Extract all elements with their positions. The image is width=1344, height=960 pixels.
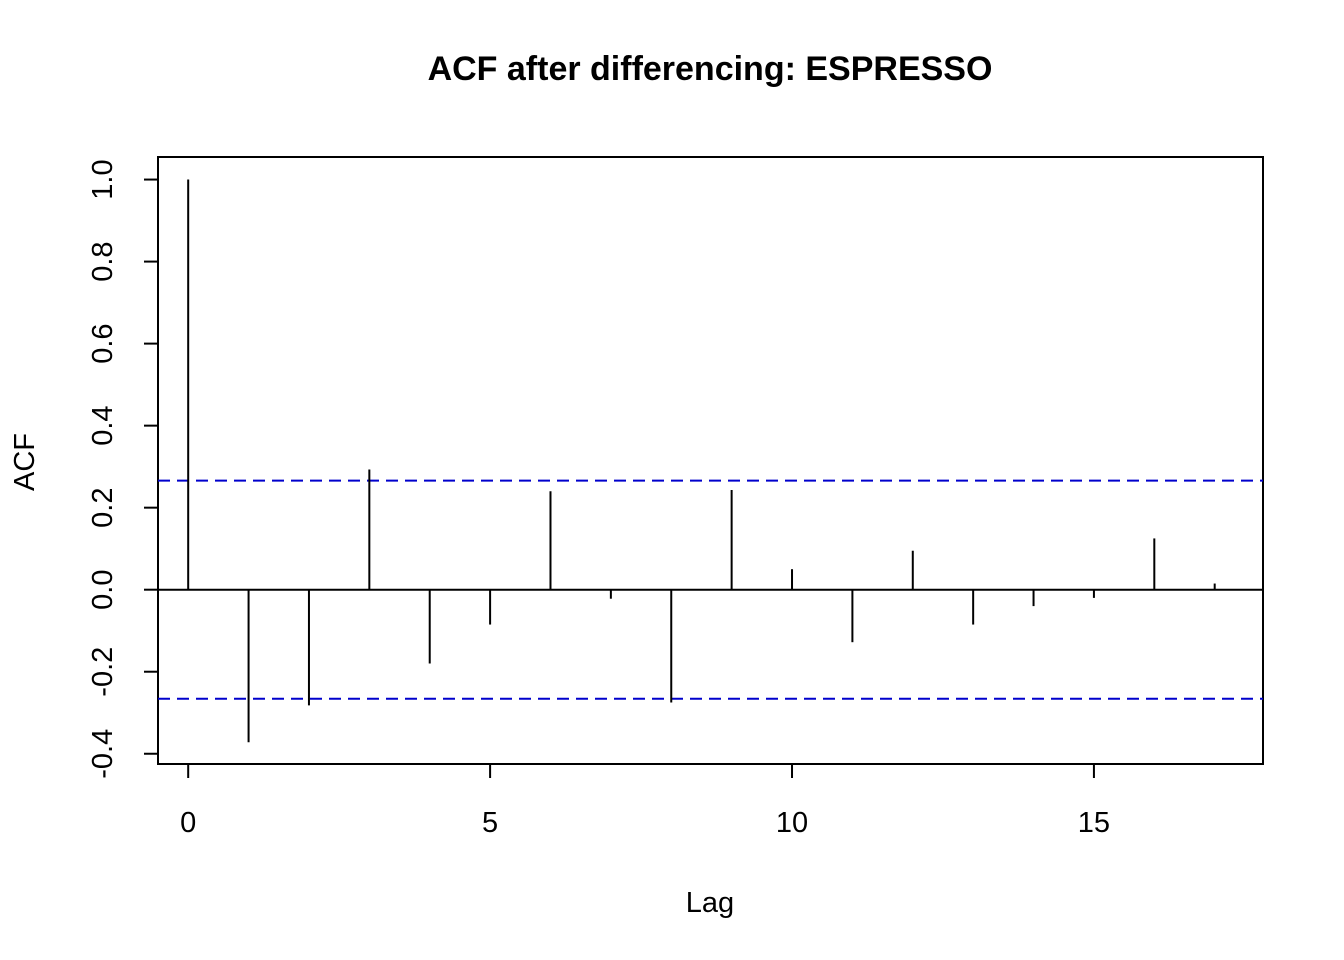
y-tick-label: 0.2 (87, 488, 119, 528)
x-tick-label: 0 (180, 807, 196, 839)
x-tick-label: 10 (776, 807, 808, 839)
x-tick-label: 15 (1078, 807, 1110, 839)
x-tick-label: 5 (482, 807, 498, 839)
y-tick-label: 0.0 (87, 570, 119, 610)
y-tick-label: 1.0 (87, 159, 119, 199)
y-tick-label: 0.4 (87, 405, 119, 445)
y-tick-label: -0.2 (87, 647, 119, 697)
y-tick-label: 0.8 (87, 241, 119, 281)
chart-title: ACF after differencing: ESPRESSO (428, 50, 993, 88)
y-tick-label: -0.4 (87, 729, 119, 779)
x-axis-label: Lag (686, 887, 734, 919)
plot-area: 0 5 10 15 -0.4 -0.2 0.0 0.2 0.4 0.6 0.8 1.0 (87, 156, 1264, 839)
y-axis-label: ACF (9, 433, 41, 491)
plot-frame (157, 156, 1264, 765)
y-tick-label: 0.6 (87, 323, 119, 363)
